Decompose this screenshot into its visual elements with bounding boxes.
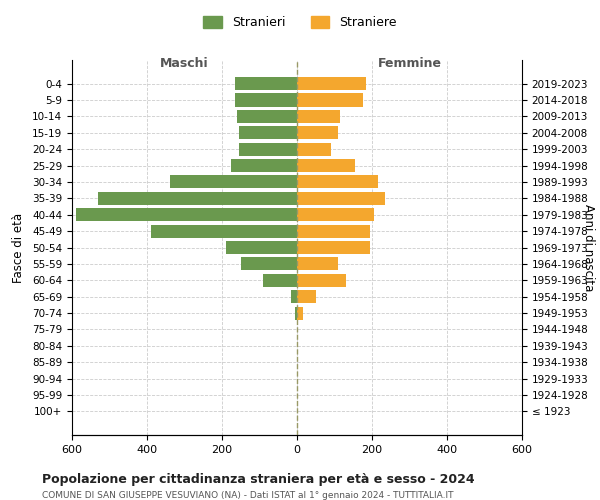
Bar	[297, 142, 331, 156]
Bar	[292, 290, 297, 303]
Bar	[239, 126, 297, 140]
Bar	[295, 306, 297, 320]
Bar	[297, 208, 374, 222]
Bar	[297, 306, 302, 320]
Bar	[235, 77, 297, 90]
Bar	[235, 94, 297, 106]
Bar	[297, 110, 340, 123]
Bar	[76, 208, 297, 222]
Bar	[297, 159, 355, 172]
Bar	[297, 224, 370, 237]
Bar	[297, 94, 362, 106]
Bar	[239, 142, 297, 156]
Bar	[151, 224, 297, 237]
Bar	[297, 176, 377, 188]
Text: COMUNE DI SAN GIUSEPPE VESUVIANO (NA) - Dati ISTAT al 1° gennaio 2024 - TUTTITAL: COMUNE DI SAN GIUSEPPE VESUVIANO (NA) - …	[42, 491, 454, 500]
Y-axis label: Fasce di età: Fasce di età	[12, 212, 25, 282]
Bar	[297, 192, 385, 205]
Bar	[297, 258, 338, 270]
Bar	[98, 192, 297, 205]
Bar	[226, 241, 297, 254]
Bar	[232, 159, 297, 172]
Bar	[237, 110, 297, 123]
Y-axis label: Anni di nascita: Anni di nascita	[583, 204, 595, 291]
Text: Femmine: Femmine	[377, 58, 442, 70]
Legend: Stranieri, Straniere: Stranieri, Straniere	[198, 11, 402, 34]
Bar	[170, 176, 297, 188]
Text: Popolazione per cittadinanza straniera per età e sesso - 2024: Popolazione per cittadinanza straniera p…	[42, 472, 475, 486]
Bar	[297, 241, 370, 254]
Text: Maschi: Maschi	[160, 58, 209, 70]
Bar	[241, 258, 297, 270]
Bar	[297, 274, 346, 287]
Bar	[263, 274, 297, 287]
Bar	[297, 77, 367, 90]
Bar	[297, 290, 316, 303]
Bar	[297, 126, 338, 140]
